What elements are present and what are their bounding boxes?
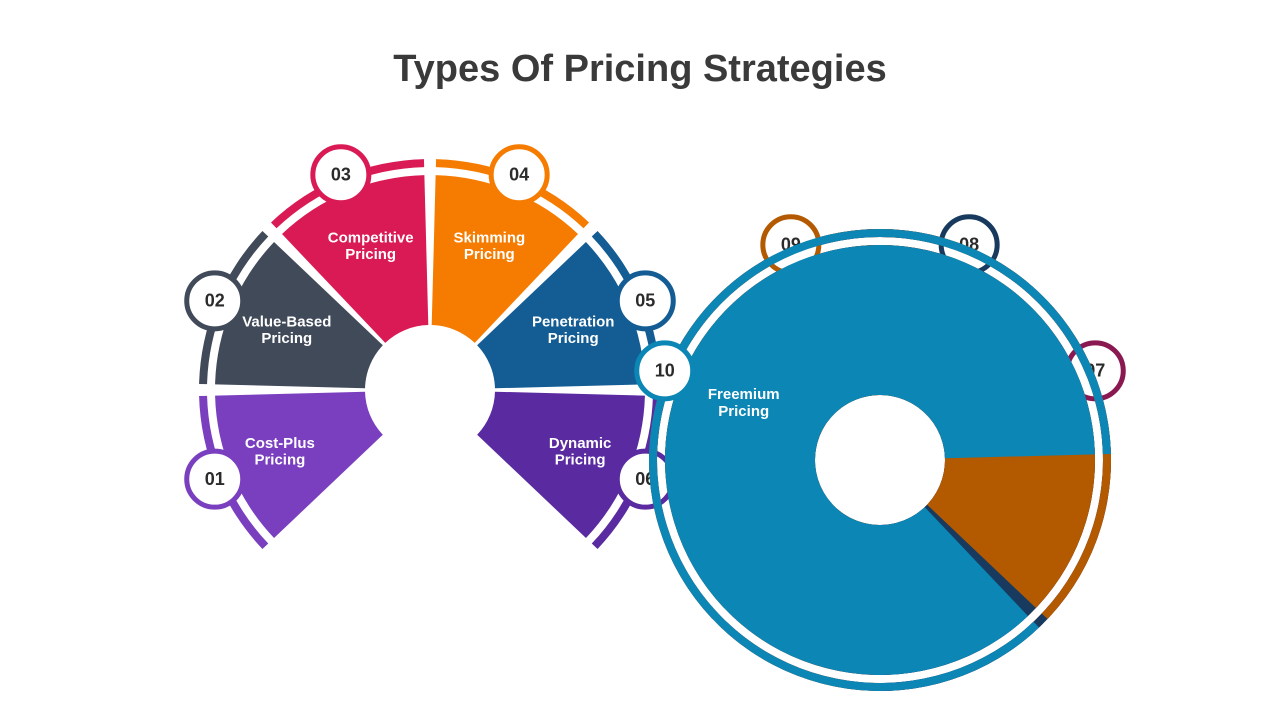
segment-06: 06 [477,392,675,549]
badge-number-04: 04 [509,164,529,184]
infographic-svg: 01Cost-PlusPricing02Value-BasedPricing03… [0,0,1280,720]
badge-number-05: 05 [635,291,655,311]
segment-label-01: Cost-PlusPricing [245,435,315,469]
segment-label-04: SkimmingPricing [453,229,525,263]
right-hub [816,396,944,524]
segment-01: 01 [185,392,383,549]
segment-label-06: DynamicPricing [549,435,612,469]
badge-number-01: 01 [205,469,225,489]
badge-number-03: 03 [331,164,351,184]
left-hub [366,326,494,454]
badge-number-10: 10 [655,361,675,381]
segment-label-10: FreemiumPricing [708,386,780,420]
badge-number-02: 02 [205,291,225,311]
